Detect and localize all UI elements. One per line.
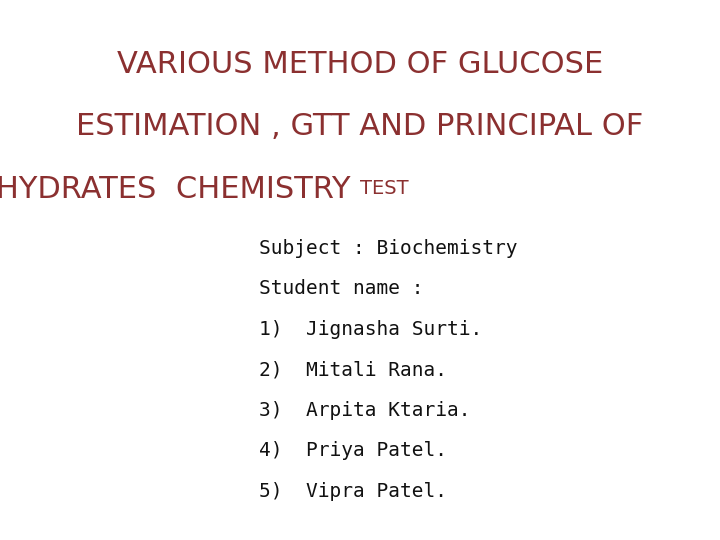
Text: 3)  Arpita Ktaria.: 3) Arpita Ktaria. <box>259 401 471 420</box>
Text: 2)  Mitali Rana.: 2) Mitali Rana. <box>259 360 447 380</box>
Text: Student name :: Student name : <box>259 279 423 299</box>
Text: CARBOHYDRATES  CHEMISTRY: CARBOHYDRATES CHEMISTRY <box>0 174 360 204</box>
Text: ESTIMATION , GTT AND PRINCIPAL OF: ESTIMATION , GTT AND PRINCIPAL OF <box>76 112 644 141</box>
Text: 4)  Priya Patel.: 4) Priya Patel. <box>259 441 447 461</box>
Text: TEST: TEST <box>360 179 409 199</box>
Text: 1)  Jignasha Surti.: 1) Jignasha Surti. <box>259 320 482 339</box>
Text: VARIOUS METHOD OF GLUCOSE: VARIOUS METHOD OF GLUCOSE <box>117 50 603 79</box>
Text: 5)  Vipra Patel.: 5) Vipra Patel. <box>259 482 447 501</box>
Text: Subject : Biochemistry: Subject : Biochemistry <box>259 239 518 258</box>
